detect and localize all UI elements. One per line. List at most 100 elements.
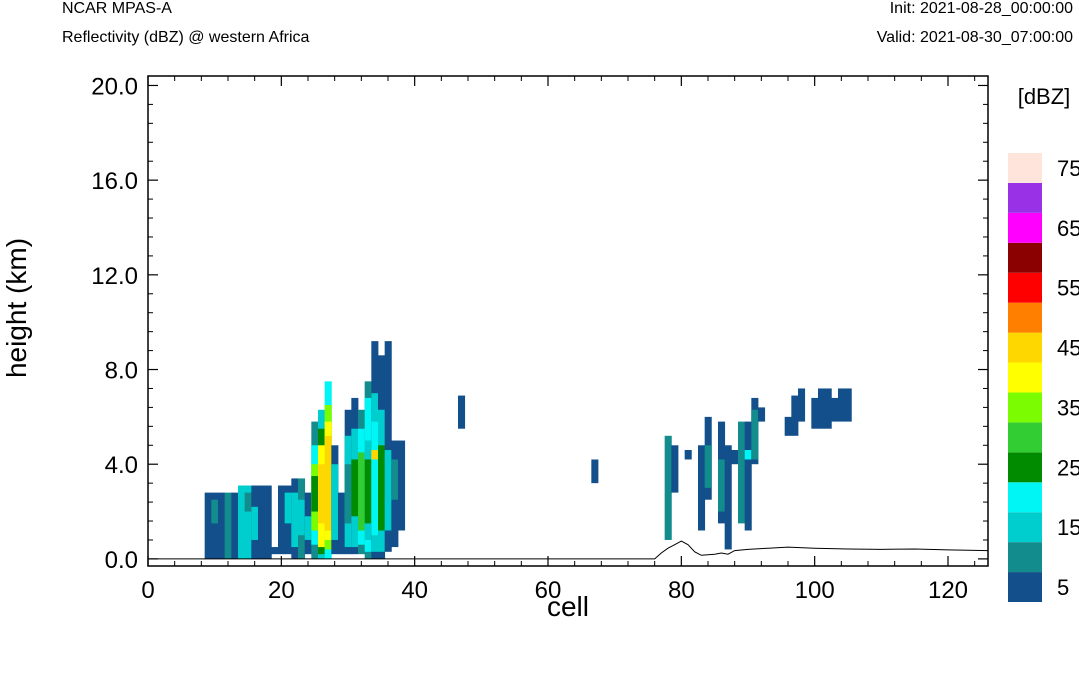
colorbar-label: 55 xyxy=(1057,276,1079,301)
reflectivity-cell xyxy=(591,459,599,484)
x-axis-ticks: 0 20 40 60 80 100 120 xyxy=(141,76,968,604)
reflectivity-cell xyxy=(271,547,279,555)
terrain-line xyxy=(148,540,989,560)
reflectivity-cell xyxy=(791,395,799,436)
reflectivity-cell xyxy=(744,421,752,531)
colorbar-labels: 5 15 25 35 45 55 65 75 xyxy=(1057,156,1079,600)
plot-frame xyxy=(147,75,989,567)
reflectivity-cell xyxy=(731,450,739,465)
valid-time: Valid: 2021-08-30_07:00:00 xyxy=(876,29,1073,46)
colorbar-title: [dBZ] xyxy=(1018,84,1071,109)
colorbar-swatch xyxy=(1008,182,1042,213)
colorbar-swatch xyxy=(1008,542,1042,573)
reflectivity-cell xyxy=(318,464,326,524)
x-tick-label: 0 xyxy=(141,577,154,604)
x-tick-label: 100 xyxy=(795,577,835,604)
reflectivity-cell xyxy=(384,341,392,552)
reflectivity-cell xyxy=(698,445,706,531)
colorbar-swatch xyxy=(1008,212,1042,243)
reflectivity-cell xyxy=(824,388,832,429)
x-tick-label: 40 xyxy=(401,577,428,604)
x-axis-label: cell xyxy=(547,591,589,622)
reflectivity-cell xyxy=(371,421,379,536)
reflectivity-cell xyxy=(211,499,219,524)
colorbar-swatch xyxy=(1008,452,1042,483)
colorbar-label: 15 xyxy=(1057,515,1079,540)
reflectivity-cell xyxy=(671,445,679,493)
colorbar-swatch xyxy=(1008,482,1042,513)
reflectivity-cell xyxy=(284,492,292,524)
colorbar-swatch xyxy=(1008,512,1042,543)
reflectivity-cell xyxy=(844,388,852,422)
y-axis-label: height (km) xyxy=(1,238,32,378)
reflectivity-cell xyxy=(798,388,806,422)
colorbar-label: 45 xyxy=(1057,336,1079,361)
y-tick-label: 12.0 xyxy=(91,263,138,290)
reflectivity-cell xyxy=(384,450,392,531)
x-tick-label: 20 xyxy=(268,577,295,604)
colorbar-swatch xyxy=(1008,422,1042,453)
x-tick-label: 120 xyxy=(928,577,968,604)
reflectivity-cell xyxy=(338,492,346,555)
reflectivity-cell xyxy=(224,492,232,559)
chart-subtitle: Reflectivity (dBZ) @ western Africa xyxy=(62,29,310,46)
y-tick-label: 20.0 xyxy=(91,73,138,100)
reflectivity-cell xyxy=(344,464,352,524)
reflectivity-cell xyxy=(291,492,299,548)
reflectivity-cell xyxy=(724,445,732,550)
y-axis-ticks: 0.0 4.0 8.0 12.0 16.0 20.0 xyxy=(91,73,988,574)
reflectivity-cell xyxy=(758,407,766,422)
colorbar-label: 35 xyxy=(1057,395,1079,420)
y-tick-label: 4.0 xyxy=(105,452,138,479)
x-tick-label: 60 xyxy=(535,577,562,604)
reflectivity-cell xyxy=(304,516,312,540)
reflectivity-cell xyxy=(371,450,379,460)
reflectivity-cell xyxy=(218,492,226,559)
reflectivity-cell xyxy=(298,499,306,536)
reflectivity-cell xyxy=(278,485,286,555)
reflectivity-cell xyxy=(251,506,259,540)
reflectivity-cell xyxy=(784,416,792,436)
reflectivity-cell xyxy=(818,388,826,429)
y-tick-label: 8.0 xyxy=(105,358,138,385)
reflectivity-cell xyxy=(831,397,839,422)
reflectivity-cell xyxy=(258,485,266,559)
colorbar-swatch xyxy=(1008,272,1042,303)
reflectivity-cell xyxy=(838,388,846,422)
reflectivity-cell xyxy=(231,492,239,559)
reflectivity-cell xyxy=(244,485,252,559)
reflectivity-cell xyxy=(391,459,399,500)
reflectivity-cells xyxy=(204,341,852,559)
y-tick-label: 16.0 xyxy=(91,168,138,195)
reflectivity-cell xyxy=(664,435,672,540)
reflectivity-cell xyxy=(358,452,366,531)
reflectivity-cell xyxy=(684,450,692,460)
init-time: Init: 2021-08-28_00:00:00 xyxy=(889,0,1073,17)
reflectivity-cell xyxy=(718,459,726,512)
colorbar-label: 5 xyxy=(1057,575,1069,600)
terrain-layer xyxy=(148,540,989,560)
reflectivity-cell xyxy=(324,435,332,531)
colorbar-swatch xyxy=(1008,153,1042,183)
x-tick-label: 80 xyxy=(668,577,695,604)
colorbar-label: 65 xyxy=(1057,216,1079,241)
reflectivity-cell xyxy=(738,421,746,524)
colorbar-label: 25 xyxy=(1057,455,1079,480)
reflectivity-cell xyxy=(364,459,372,524)
reflectivity-cell xyxy=(704,445,712,488)
reflectivity-cell xyxy=(204,492,212,559)
reflectivity-cell xyxy=(238,485,246,559)
y-tick-label: 0.0 xyxy=(105,547,138,574)
reflectivity-cell xyxy=(378,445,386,531)
reflectivity-cell xyxy=(811,397,819,429)
colorbar-swatch xyxy=(1008,572,1042,602)
reflectivity-cell xyxy=(244,492,252,512)
colorbar-label: 75 xyxy=(1057,156,1079,181)
reflectivity-cell xyxy=(398,440,406,531)
reflectivity-cell xyxy=(211,492,219,559)
reflectivity-cell xyxy=(311,476,319,512)
reflectivity-cell xyxy=(751,409,759,460)
colorbar xyxy=(1008,153,1042,602)
reflectivity-cell xyxy=(331,464,339,540)
